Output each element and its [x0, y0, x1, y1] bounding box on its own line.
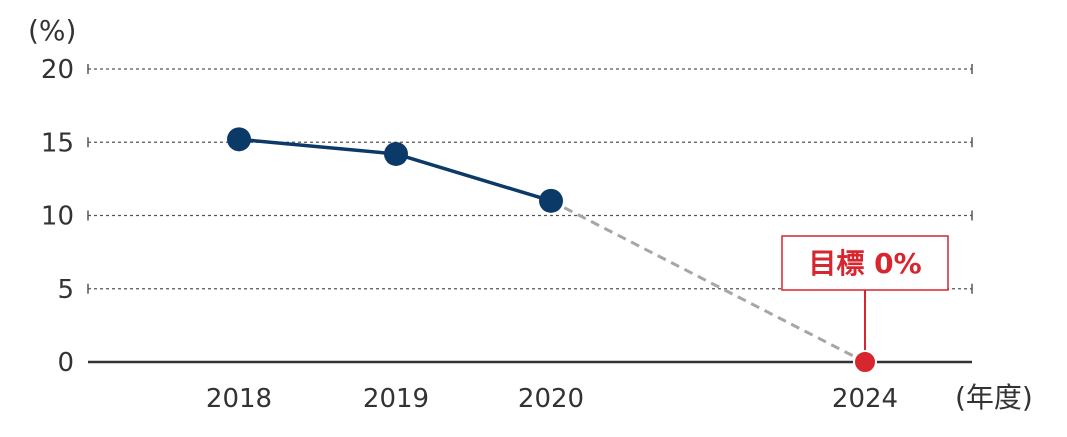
y-tick-label: 15 — [41, 128, 74, 158]
x-axis: 2018 2019 2020 2024 — [206, 384, 898, 414]
target-label: 目標 0% — [808, 247, 921, 280]
x-tick-label: 2024 — [832, 384, 898, 414]
y-unit-label: (%) — [28, 14, 76, 47]
gridlines — [88, 68, 972, 364]
y-tick-label: 10 — [41, 202, 74, 232]
x-tick-label: 2018 — [206, 384, 272, 414]
x-tick-label: 2019 — [363, 384, 429, 414]
x-unit-label: (年度) — [955, 381, 1033, 414]
target-callout: 目標 0% — [781, 235, 949, 352]
target-label-box — [781, 235, 949, 291]
data-points — [227, 127, 877, 374]
y-tick-label: 20 — [41, 55, 74, 85]
data-point — [227, 127, 251, 152]
y-axis: 0 5 10 15 20 — [41, 55, 973, 378]
y-tick-label: 5 — [57, 275, 74, 305]
data-point — [539, 188, 563, 213]
y-tick-label: 0 — [57, 348, 74, 378]
series-lines — [238, 137, 866, 364]
target-point — [853, 350, 877, 374]
x-tick-label: 2020 — [518, 384, 584, 414]
data-point — [384, 141, 408, 166]
